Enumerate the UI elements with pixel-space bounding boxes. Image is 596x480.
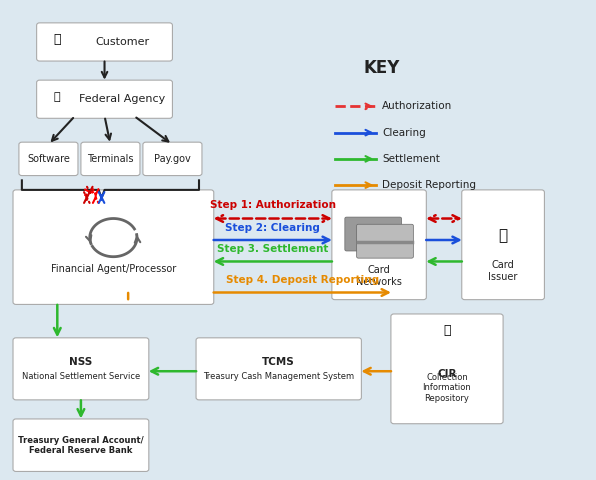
Text: Settlement: Settlement (382, 154, 440, 164)
Text: Collection
Information
Repository: Collection Information Repository (423, 373, 471, 403)
FancyBboxPatch shape (391, 314, 503, 424)
FancyBboxPatch shape (36, 23, 172, 61)
Text: Pay.gov: Pay.gov (154, 154, 191, 164)
Text: Federal Agency: Federal Agency (79, 94, 165, 104)
FancyBboxPatch shape (81, 142, 140, 176)
Text: Authorization: Authorization (382, 101, 452, 111)
Text: KEY: KEY (364, 59, 401, 77)
Text: Card
Issuer: Card Issuer (488, 260, 518, 282)
Text: Deposit Reporting: Deposit Reporting (382, 180, 476, 190)
Text: Step 2: Clearing: Step 2: Clearing (225, 223, 320, 233)
Text: Financial Agent/Processor: Financial Agent/Processor (51, 264, 176, 274)
Text: Clearing: Clearing (382, 128, 426, 138)
Text: Card
Networks: Card Networks (356, 265, 402, 287)
Text: 🏛: 🏛 (443, 324, 451, 337)
Text: 🏛: 🏛 (498, 228, 508, 243)
FancyBboxPatch shape (13, 190, 214, 304)
FancyBboxPatch shape (332, 190, 426, 300)
Text: Step 1: Authorization: Step 1: Authorization (210, 200, 336, 210)
Text: NSS: NSS (69, 357, 92, 367)
Text: Treasury Cash Management System: Treasury Cash Management System (203, 372, 354, 381)
FancyBboxPatch shape (196, 338, 361, 400)
FancyBboxPatch shape (19, 142, 78, 176)
Text: Customer: Customer (95, 37, 150, 47)
Text: TCMS: TCMS (262, 357, 295, 367)
Text: 👤: 👤 (54, 33, 61, 46)
Text: Software: Software (27, 154, 70, 164)
Text: 🏛: 🏛 (54, 92, 61, 102)
FancyBboxPatch shape (143, 142, 202, 176)
FancyBboxPatch shape (36, 80, 172, 118)
Text: CIR: CIR (437, 369, 457, 379)
FancyBboxPatch shape (345, 217, 402, 251)
FancyBboxPatch shape (13, 338, 149, 400)
Text: National Settlement Service: National Settlement Service (22, 372, 140, 381)
FancyBboxPatch shape (13, 419, 149, 471)
FancyBboxPatch shape (462, 190, 544, 300)
Text: Step 4. Deposit Reporting: Step 4. Deposit Reporting (226, 276, 379, 285)
FancyBboxPatch shape (356, 224, 414, 258)
Text: Step 3. Settlement: Step 3. Settlement (217, 244, 328, 254)
Text: Treasury General Account/
Federal Reserve Bank: Treasury General Account/ Federal Reserv… (18, 435, 144, 455)
Text: Terminals: Terminals (87, 154, 134, 164)
